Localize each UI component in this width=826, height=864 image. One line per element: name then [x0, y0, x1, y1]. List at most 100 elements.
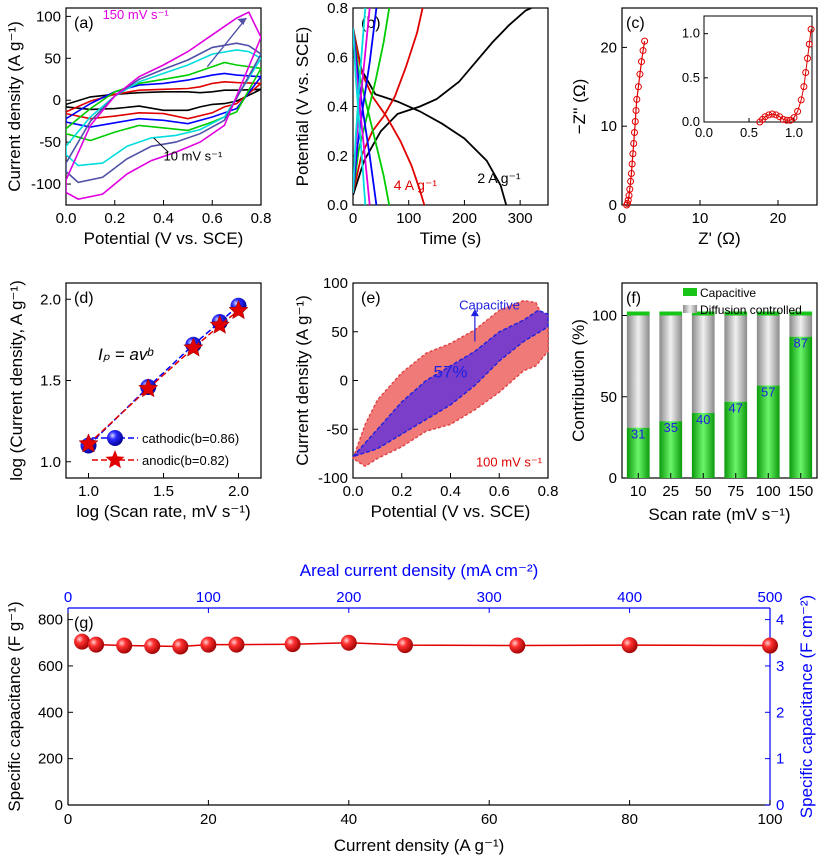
y-tick-label: 0 [340, 373, 348, 390]
x-tick-label: 200 [452, 210, 477, 227]
bar-diffusion [691, 315, 715, 413]
nyquist-point [632, 106, 640, 114]
cv-curve [66, 49, 261, 167]
x-tick-label: 150 [788, 483, 813, 500]
panel-f: 0 50 100 31 10 35 25 40 50 47 75 57 100 87 150 Scan rat… [569, 282, 818, 524]
y-tick-label: 1.5 [40, 373, 61, 390]
cv-curves [66, 11, 261, 200]
right-y-tick-label: 2 [776, 704, 784, 721]
nyquist-point [626, 185, 634, 193]
discharge-curve [353, 27, 508, 205]
y-tick-label: 100 [323, 275, 348, 292]
right-y-tick-label: 3 [776, 658, 784, 675]
panel-label: (f) [626, 290, 641, 307]
capacitance-point [200, 636, 217, 653]
y-tick-label: 0 [55, 797, 63, 814]
legend-label: anodic(b=0.82) [142, 453, 229, 468]
x-tick-label: 0.8 [251, 210, 272, 227]
scan-arrow-head [237, 18, 247, 26]
bar-cap-top [691, 311, 715, 316]
y-tick-label: 0 [53, 92, 61, 109]
inset-point [800, 83, 808, 91]
capacitance-point [88, 636, 105, 653]
panel-d: 1.0 1.5 2.0 1.0 1.5 2.0 log (Scan rate, mV s⁻¹… [7, 280, 262, 521]
y-tick-label: 10 [600, 118, 617, 135]
capacitance-point [509, 637, 526, 654]
legend-sphere [107, 430, 123, 446]
capacitance-point [74, 633, 91, 650]
panel-label: (c) [626, 15, 645, 32]
plot-frame [621, 282, 818, 479]
panel-label: (d) [74, 290, 94, 307]
scan-arrow [206, 17, 247, 68]
nyquist-line [626, 41, 646, 206]
legend-swatch-diffusion [683, 305, 697, 313]
bar-value-label: 40 [696, 412, 710, 427]
bar-cap-top [756, 311, 780, 316]
capacitive-arrow-head [470, 309, 479, 317]
annotation-10-arrow [153, 137, 169, 153]
nyquist-point [638, 58, 645, 66]
x-tick-label: 60 [481, 811, 498, 828]
inset-y-tick-label: 1.0 [682, 26, 700, 41]
anodic-point [78, 433, 99, 453]
inset-x-tick-label: 1.0 [785, 125, 803, 140]
panel-c: 0 10 20 0 10 20 Z' (Ω) −Z'' (Ω) (c) 0.0 0.5 1.0 0.0 0… [570, 7, 818, 248]
x-tick-label: 0.6 [489, 483, 510, 500]
bar-diffusion [789, 315, 813, 337]
panel-label: (g) [74, 615, 94, 632]
series-line [87, 310, 239, 445]
bar-diffusion [626, 315, 650, 428]
y-tick-label: 100 [592, 308, 617, 325]
legend-label: cathodic(b=0.86) [142, 431, 239, 446]
bar-cap-top [659, 311, 683, 316]
nyquist-point [630, 129, 638, 137]
x-tick-label: 0.4 [153, 210, 174, 227]
x-tick-label: 0 [349, 210, 357, 227]
capacitance-point [762, 637, 778, 654]
top-x-tick-label: 0 [64, 589, 72, 606]
y-tick-label: 50 [600, 389, 617, 406]
capacitance-point [228, 636, 245, 653]
y-tick-label: 50 [331, 324, 348, 341]
y-tick-label: 0 [609, 197, 617, 214]
y-tick-label: 0.4 [327, 99, 348, 116]
nyquist-point [636, 70, 644, 78]
inset-point [807, 25, 815, 33]
y-axis-label: Contribution (%) [569, 319, 588, 442]
inset-point [804, 54, 811, 62]
y-tick-label: 400 [38, 704, 63, 721]
right-y-axis-label: Specific capacitance (F cm⁻²) [797, 595, 816, 818]
right-y-tick-label: 4 [776, 612, 784, 629]
x-tick-label: 50 [695, 483, 712, 500]
annotation-2a: 2 A g⁻¹ [477, 170, 521, 186]
capacitance-point [396, 637, 413, 654]
legend-label-capacitive: Capacitive [700, 286, 756, 300]
bar-capacitive [756, 385, 780, 478]
charge-curve [353, 8, 532, 196]
y-tick-label: -50 [326, 421, 348, 438]
bar-value-label: 47 [729, 401, 743, 416]
x-tick-label: 100 [396, 210, 421, 227]
discharge-curve [353, 27, 367, 205]
capacitance-point [144, 638, 161, 655]
x-tick-label: 75 [727, 483, 744, 500]
bar-cap-top [724, 311, 748, 316]
inset-point [779, 115, 787, 123]
x-tick-label: 0.8 [538, 483, 559, 500]
inset-x-tick-label: 0.0 [695, 125, 713, 140]
x-tick-label: 0.0 [343, 483, 364, 500]
bar-cap-top [789, 311, 813, 316]
legend-star [105, 450, 125, 469]
cv-curve [66, 61, 261, 142]
inset-point [772, 111, 780, 119]
annotation-10: 10 mV s⁻¹ [164, 149, 224, 164]
y-tick-label: 800 [38, 612, 63, 629]
right-y-tick-label: 1 [776, 751, 784, 768]
bar-value-label: 57 [761, 384, 775, 399]
x-tick-label: 100 [756, 483, 781, 500]
nyquist-point [627, 177, 635, 185]
x-axis-label: Potential (V vs. SCE) [84, 229, 244, 248]
x-axis-label: Scan rate (mV s⁻¹) [648, 505, 790, 524]
